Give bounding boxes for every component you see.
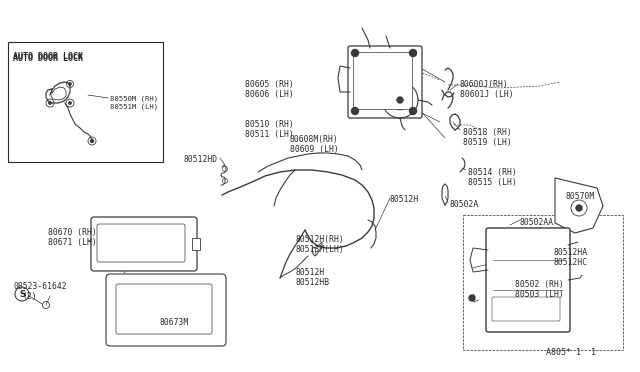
Text: 80518 (RH): 80518 (RH) <box>463 128 512 137</box>
Text: 80512HB: 80512HB <box>296 278 330 287</box>
FancyBboxPatch shape <box>106 274 226 346</box>
FancyBboxPatch shape <box>97 224 185 262</box>
Text: 80502AA: 80502AA <box>520 218 554 227</box>
Circle shape <box>69 83 71 85</box>
Bar <box>463 215 623 350</box>
Text: 80512H(RH): 80512H(RH) <box>296 235 345 244</box>
Text: 80570M: 80570M <box>565 192 595 201</box>
Text: 80606 (LH): 80606 (LH) <box>245 90 294 99</box>
Text: 80671 (LH): 80671 (LH) <box>48 238 97 247</box>
Text: 80673M: 80673M <box>160 318 189 327</box>
Circle shape <box>410 49 417 57</box>
Text: 80512HC: 80512HC <box>554 258 588 267</box>
Bar <box>192 238 200 250</box>
Text: AUTO DOOR LOCK: AUTO DOOR LOCK <box>13 52 83 61</box>
Circle shape <box>69 102 71 104</box>
Text: 80511 (LH): 80511 (LH) <box>245 130 294 139</box>
Text: 80502A: 80502A <box>450 200 479 209</box>
Text: 80605 (RH): 80605 (RH) <box>245 80 294 89</box>
Text: 80670 (RH): 80670 (RH) <box>48 228 97 237</box>
FancyBboxPatch shape <box>353 52 413 109</box>
Text: 80515 (LH): 80515 (LH) <box>468 178 516 187</box>
Polygon shape <box>555 178 603 233</box>
Text: 80512H: 80512H <box>296 268 325 277</box>
Text: A805* 1  1: A805* 1 1 <box>546 348 596 357</box>
Circle shape <box>410 108 417 115</box>
Text: S: S <box>19 290 26 299</box>
FancyBboxPatch shape <box>91 217 197 271</box>
Text: 80550M (RH)
80551M (LH): 80550M (RH) 80551M (LH) <box>110 95 158 110</box>
Circle shape <box>351 49 358 57</box>
Circle shape <box>49 102 51 104</box>
Circle shape <box>469 295 475 301</box>
Text: 08523-61642: 08523-61642 <box>14 282 68 291</box>
FancyBboxPatch shape <box>492 297 560 321</box>
Text: 80512HD: 80512HD <box>183 155 217 164</box>
Text: 80510 (RH): 80510 (RH) <box>245 120 294 129</box>
Text: 80512HA: 80512HA <box>554 248 588 257</box>
Text: 80502 (RH): 80502 (RH) <box>515 280 564 289</box>
Text: 80514 (RH): 80514 (RH) <box>468 168 516 177</box>
Circle shape <box>90 140 93 142</box>
Circle shape <box>351 108 358 115</box>
Text: 80513M(LH): 80513M(LH) <box>296 245 345 254</box>
Text: 80600J(RH): 80600J(RH) <box>460 80 509 89</box>
Text: AUTO DOOR LOCK: AUTO DOOR LOCK <box>13 54 83 63</box>
Circle shape <box>397 97 403 103</box>
FancyBboxPatch shape <box>348 46 422 118</box>
Text: 80608M(RH): 80608M(RH) <box>290 135 339 144</box>
Text: (2): (2) <box>22 292 36 301</box>
Bar <box>8 42 163 162</box>
Text: 80609 (LH): 80609 (LH) <box>290 145 339 154</box>
Text: 80503 (LH): 80503 (LH) <box>515 290 564 299</box>
Circle shape <box>576 205 582 211</box>
Text: 80519 (LH): 80519 (LH) <box>463 138 512 147</box>
Text: 80601J (LH): 80601J (LH) <box>460 90 514 99</box>
FancyBboxPatch shape <box>486 228 570 332</box>
Text: 80512H: 80512H <box>390 195 419 204</box>
FancyBboxPatch shape <box>116 284 212 334</box>
